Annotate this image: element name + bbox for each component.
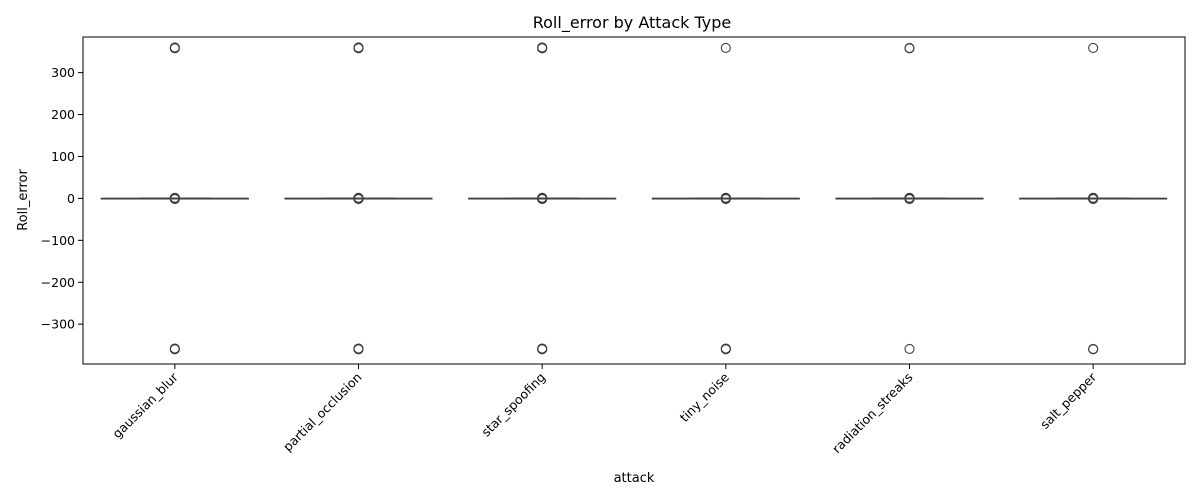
outlier-point <box>904 193 915 205</box>
outlier-point <box>1088 193 1099 205</box>
outlier-point <box>537 43 548 54</box>
x-axis-label: attack <box>614 471 655 486</box>
outlier-point <box>169 193 180 205</box>
outlier-point <box>1088 344 1099 355</box>
box-group <box>835 42 984 354</box>
x-tick-label: tiny_noise <box>677 369 733 425</box>
box-group <box>284 42 433 355</box>
outlier-point <box>720 344 731 355</box>
box-group <box>1019 42 1168 355</box>
x-tick-label: salt_pepper <box>1037 369 1100 432</box>
box-group <box>100 42 249 355</box>
plot-frame <box>82 36 1186 365</box>
y-tick-label: −100 <box>41 233 75 248</box>
y-axis-label: Roll_error <box>16 169 31 231</box>
y-tick-label: 300 <box>51 65 75 80</box>
x-tick-label: gaussian_blur <box>109 369 181 441</box>
outlier-point <box>904 343 915 354</box>
outlier-point <box>169 344 180 355</box>
outlier-point <box>720 42 731 53</box>
box-series <box>100 42 1168 355</box>
x-tick-label: radiation_streaks <box>829 370 916 457</box>
outlier-point <box>169 43 180 54</box>
y-tick-label: 0 <box>67 191 75 206</box>
box-group <box>651 42 800 355</box>
box-group <box>468 42 617 355</box>
y-tick-label: 100 <box>51 149 75 164</box>
outlier-point <box>353 43 364 54</box>
x-axis: gaussian_blur partial_occlusion star_spoof… <box>109 364 1100 456</box>
outlier-point <box>1088 42 1099 53</box>
outlier-point <box>904 43 915 54</box>
outlier-point <box>537 344 548 355</box>
chart-title: Roll_error by Attack Type <box>533 13 732 33</box>
outlier-point <box>537 193 548 205</box>
outlier-point <box>353 344 364 355</box>
outlier-point <box>353 193 364 205</box>
y-tick-label: −200 <box>41 275 75 290</box>
y-tick-label: 200 <box>51 107 75 122</box>
x-tick-label: star_spoofing <box>478 370 548 440</box>
y-tick-label: −300 <box>41 317 75 332</box>
y-axis: 300 200 100 0 −100 −200 −300 <box>41 65 83 332</box>
outlier-point <box>720 193 731 205</box>
x-tick-label: partial_occlusion <box>280 370 365 455</box>
